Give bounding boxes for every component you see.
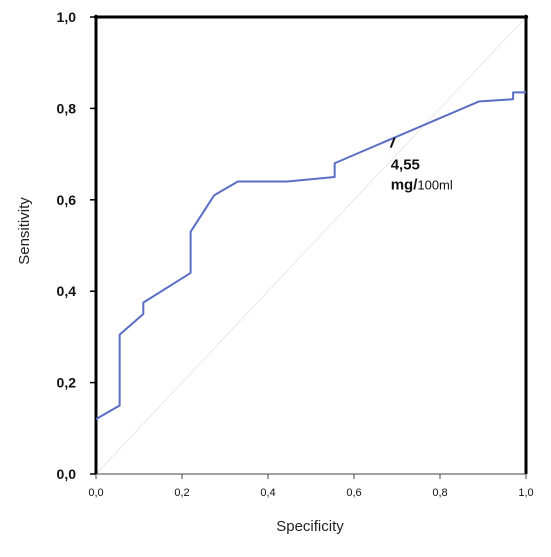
x-tick-label: 0,2 bbox=[174, 487, 189, 499]
series-layer bbox=[95, 91, 526, 421]
y-tick-label: 0,0 bbox=[57, 466, 77, 482]
cutoff-unit-main: mg/ bbox=[391, 177, 419, 194]
y-tick-label: 0,8 bbox=[57, 100, 77, 116]
x-axis-ticks: 0,0 0,2 0,4 0,6 0,8 1,0 bbox=[88, 474, 534, 499]
y-tick-label: 1,0 bbox=[57, 9, 77, 25]
cutoff-unit-label: mg/100ml bbox=[391, 177, 453, 194]
roc-curve bbox=[95, 91, 526, 421]
x-tick-label: 0,0 bbox=[88, 487, 103, 499]
cutoff-marker bbox=[389, 137, 396, 149]
cutoff-unit-small: 100ml bbox=[417, 178, 453, 193]
x-tick-label: 0,4 bbox=[260, 487, 275, 499]
y-tick-label: 0,6 bbox=[57, 192, 77, 208]
cutoff-value-label: 4,55 bbox=[391, 157, 420, 174]
y-axis-ticks: 0,0 0,2 0,4 0,6 0,8 1,0 bbox=[57, 9, 96, 482]
y-tick-label: 0,2 bbox=[57, 375, 77, 391]
y-axis-title: Sensitivity bbox=[16, 197, 33, 265]
reference-diagonal-line bbox=[95, 16, 527, 475]
x-tick-label: 1,0 bbox=[518, 487, 533, 499]
x-axis-title: Specificity bbox=[276, 518, 344, 535]
y-tick-label: 0,4 bbox=[57, 283, 77, 299]
corner-marker bbox=[523, 14, 529, 20]
x-tick-label: 0,8 bbox=[432, 487, 447, 499]
x-tick-label: 0,6 bbox=[346, 487, 361, 499]
annotation-layer: 4,55 mg/100ml bbox=[389, 137, 453, 194]
reference-diagonal-layer bbox=[95, 16, 527, 475]
